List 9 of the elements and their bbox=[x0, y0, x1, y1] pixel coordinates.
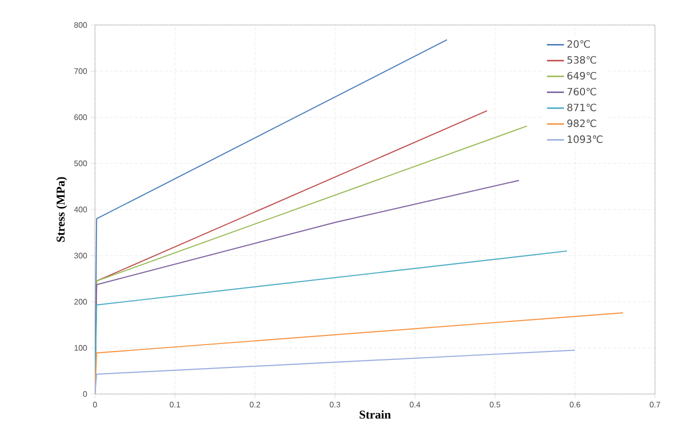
y-axis-title: Stress (MPa) bbox=[56, 177, 68, 242]
legend-label: 649℃ bbox=[567, 72, 596, 80]
legend-label: 760℃ bbox=[568, 88, 596, 96]
legend-label: 20℃ bbox=[567, 40, 590, 48]
x-axis-title: Strain bbox=[360, 410, 391, 419]
legend-label: 871℃ bbox=[567, 104, 596, 112]
legend-label: 982℃ bbox=[567, 120, 596, 128]
legend-label: 538℃ bbox=[567, 56, 596, 64]
legend-label: 1093℃ bbox=[568, 135, 603, 143]
